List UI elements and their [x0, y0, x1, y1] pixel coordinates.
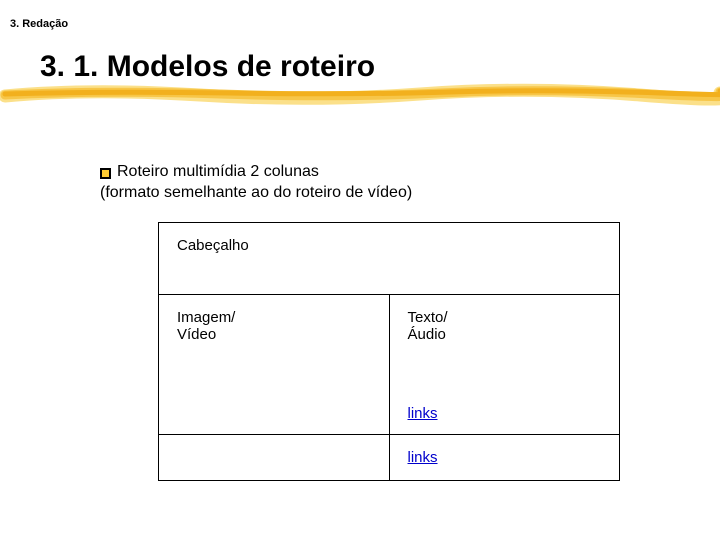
- breadcrumb: 3. Redação: [10, 18, 68, 30]
- layout-table: Cabeçalho Imagem/ Vídeo Texto/ Áudio lin…: [158, 222, 620, 481]
- page-title: 3. 1. Modelos de roteiro: [40, 50, 700, 84]
- bullet-text-line1: Roteiro multimídia 2 colunas: [117, 160, 319, 184]
- table-row: Cabeçalho: [159, 223, 620, 295]
- bullet-block: Roteiro multimídia 2 colunas (formato se…: [100, 160, 412, 202]
- links-link-1[interactable]: links: [408, 405, 438, 422]
- bullet-text-line2: (formato semelhante ao do roteiro de víd…: [100, 184, 412, 202]
- table-row: Imagem/ Vídeo Texto/ Áudio links: [159, 295, 620, 435]
- left-cell-label: Imagem/ Vídeo: [177, 309, 371, 343]
- title-underline-stroke: [0, 82, 720, 110]
- table-row: links: [159, 435, 620, 481]
- right-cell-label: Texto/ Áudio: [408, 309, 602, 343]
- links-link-2[interactable]: links: [408, 449, 438, 466]
- header-cell-label: Cabeçalho: [177, 237, 601, 254]
- bullet-square-icon: [100, 168, 111, 179]
